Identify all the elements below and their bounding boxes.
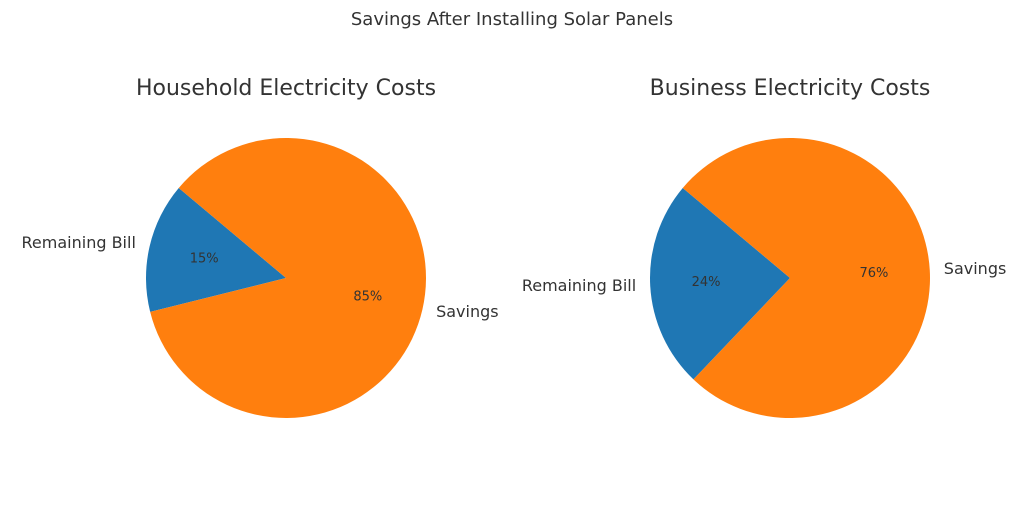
- pie-slice-household-remaining-bill: [146, 188, 286, 312]
- pie-slices-business: [649, 137, 930, 418]
- pie-labels-household: Remaining Bill 15% Savings 85%: [22, 233, 499, 321]
- slice-label-business-savings: Savings: [944, 259, 1007, 278]
- chart-title-household: Household Electricity Costs: [136, 76, 436, 101]
- pie-chart-business: Business Electricity Costs Remaining Bil…: [522, 76, 1006, 418]
- chart-title-business: Business Electricity Costs: [650, 76, 931, 101]
- percent-label-household-savings: 85%: [353, 289, 382, 304]
- pie-slice-business-savings: [682, 137, 930, 418]
- percent-label-business-savings: 76%: [859, 266, 888, 281]
- slice-label-business-remaining-bill: Remaining Bill: [522, 276, 636, 295]
- figure-title: Savings After Installing Solar Panels: [351, 9, 673, 30]
- pie-labels-business: Remaining Bill 24% Savings 76%: [522, 259, 1006, 295]
- percent-label-business-remaining-bill: 24%: [692, 275, 721, 290]
- pie-chart-household: Household Electricity Costs Remaining Bi…: [22, 76, 499, 418]
- slice-label-household-remaining-bill: Remaining Bill: [22, 233, 136, 252]
- pie-slice-household-savings: [150, 137, 427, 418]
- slice-label-household-savings: Savings: [436, 302, 499, 321]
- pie-slice-business-remaining-bill: [649, 188, 790, 380]
- percent-label-household-remaining-bill: 15%: [190, 252, 219, 267]
- pie-slices-household: [146, 137, 427, 418]
